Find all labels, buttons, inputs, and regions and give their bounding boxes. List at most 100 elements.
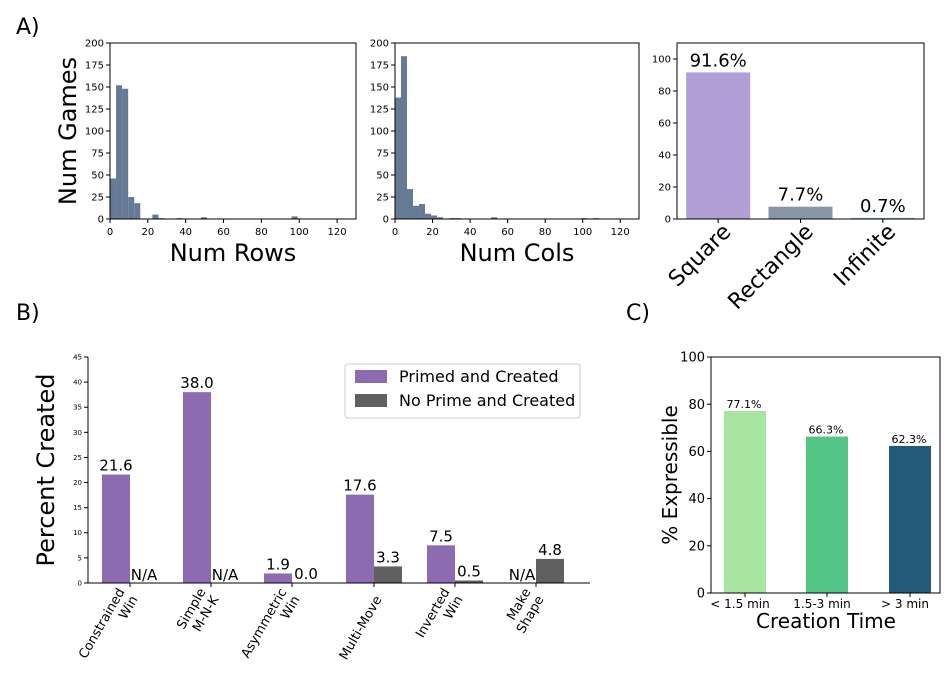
bar-rectangle [768,206,833,219]
bar-1-5-min [724,411,766,593]
chart-expressible: 77.1% < 1.5 min 66.3% 1.5-3 min 62.3% > 3 min… [658,351,941,633]
x-tick-label-constrained-win: ConstrainedWin [76,586,141,669]
legend: Primed and Created No Prime and Created [344,363,581,419]
bar-primed-and-created-inverted-win [427,545,455,583]
y-tick-label: 150 [85,83,104,94]
y-tick-label: 50 [91,171,104,182]
data-label-1-5-3-min: 66.3% [809,424,844,437]
x-tick-label-infinite: Infinite [829,220,901,292]
x-tick-label: 100 [290,227,309,238]
x-tick-label: 80 [539,227,552,238]
bar-3-min [889,445,931,593]
data-label-no-prime-and-created-simple-m-n-k: N/A [212,566,239,584]
chart-rows-histogram: 0 25 50 75 100 125 150 175 200 0 20 40 60 80 100 120 Num… [54,39,357,267]
y-tick-label: 200 [85,39,104,50]
hist-bar [122,88,129,219]
hist-bar [134,203,141,219]
data-label-primed-and-created-constrained-win: 21.6 [99,457,132,475]
panel-label-c: C) [626,301,650,326]
x-tick-label: 0 [392,227,398,238]
x-tick-label-make-shape: MakeShape [501,586,547,636]
chart-percent-created: 21.6 N/A ConstrainedWin 38.0 N/A SimpleM-N-K 1… [32,353,590,669]
chart-shape-bars: 91.6% Square 7.7% Rectangle 0.7% Infinite 0 20 4… [652,42,925,315]
x-axis-label: Creation Time [756,609,896,633]
y-tick-label: 150 [370,83,389,94]
legend-frame [344,363,581,419]
x-tick-label: 120 [328,227,347,238]
x-tick-label: 120 [611,227,630,238]
data-label-infinite: 0.7% [860,196,906,217]
hist-bar [395,97,402,219]
bar-square [686,72,751,219]
y-axis-label: Num Games [54,57,82,205]
y-tick-label: 125 [85,105,104,116]
y-tick-label: 0 [665,215,671,226]
y-tick-label: 25 [376,193,389,204]
y-tick-label: 25 [73,454,82,462]
y-tick-label: 100 [370,127,389,138]
data-label-primed-and-created-multi-move: 17.6 [343,477,376,495]
y-tick-label: 60 [688,445,705,460]
hist-bar [407,189,414,219]
data-label-3-min: 62.3% [892,433,927,446]
x-axis-label: Num Cols [460,239,575,267]
data-label-primed-and-created-simple-m-n-k: 38.0 [180,374,213,392]
x-tick-label-1-5-min: < 1.5 min [710,597,769,611]
y-tick-label: 20 [658,183,671,194]
axes-frame [710,356,941,594]
y-tick-label: 15 [73,504,82,512]
hist-bar [419,204,426,219]
data-label-primed-and-created-asymmetric-win: 1.9 [266,555,290,573]
y-tick-label: 60 [658,119,671,130]
y-tick-label: 0 [383,215,389,226]
bar-no-prime-and-created-make-shape [536,558,564,583]
y-tick-label: 80 [688,398,705,413]
x-tick-label-inverted-win: InvertedWin [413,586,466,648]
y-tick-label: 45 [73,353,82,361]
x-tick-label-multi-move: Multi-Move [337,594,386,663]
y-tick-label: 75 [376,149,389,160]
bar-infinite [850,217,915,219]
bar-no-prime-and-created-inverted-win [455,580,483,583]
x-tick-label: 80 [255,227,268,238]
hist-bar [413,205,420,219]
data-label-no-prime-and-created-constrained-win: N/A [131,566,158,584]
y-tick-label: 80 [658,87,671,98]
y-tick-label: 35 [73,404,82,412]
hist-bar [128,197,135,219]
y-tick-label: 100 [85,127,104,138]
y-axis-label: Percent Created [32,374,60,567]
panel-label-b: B) [16,301,40,326]
x-tick-label: 60 [501,227,514,238]
y-tick-label: 0 [78,579,82,587]
y-tick-label: 25 [91,193,104,204]
x-tick-label: 40 [179,227,192,238]
panel-label-a: A) [16,15,40,40]
y-tick-label: 40 [688,492,705,507]
y-tick-label: 20 [688,539,705,554]
hist-bar [116,85,123,220]
bar-primed-and-created-constrained-win [102,474,130,583]
hist-bar [200,217,207,219]
data-label-no-prime-and-created-multi-move: 3.3 [376,548,400,566]
legend-swatch-no-prime-and-created [355,394,387,407]
x-tick-label-rectangle: Rectangle [724,220,819,315]
hist-bar [431,215,438,219]
x-tick-label-3-min: > 3 min [881,597,929,611]
hist-bar [425,213,432,219]
x-tick-label: 100 [573,227,592,238]
bar-primed-and-created-asymmetric-win [264,573,292,583]
legend-label-no-prime-and-created: No Prime and Created [399,391,575,410]
y-tick-label: 100 [680,351,705,366]
axes-frame [676,42,925,220]
data-label-primed-and-created-make-shape: N/A [509,566,536,584]
hist-bar [291,216,298,219]
x-tick-label-asymmetric-win: AsymmetricWin [239,586,304,668]
hist-bar [401,56,408,220]
axes-frame [394,42,640,220]
y-tick-label: 10 [73,529,82,537]
x-tick-label-1-5-3-min: 1.5-3 min [793,597,851,611]
x-axis-label: Num Rows [170,239,297,267]
hist-bar [152,214,159,219]
data-label-square: 91.6% [690,50,747,71]
